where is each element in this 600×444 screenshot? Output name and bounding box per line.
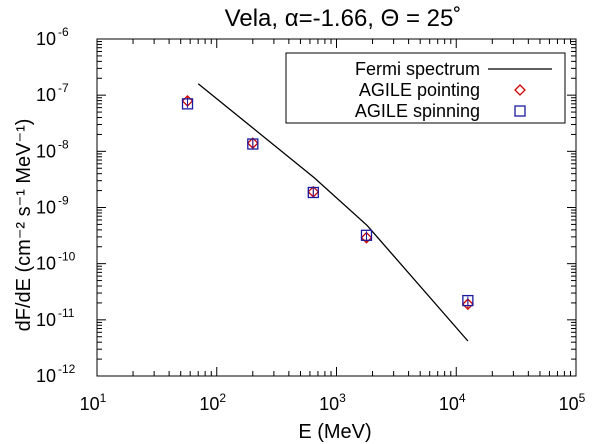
square-data-point xyxy=(181,98,194,110)
legend-square-swatch xyxy=(514,105,526,117)
y-tick-label: 10 xyxy=(36,254,56,274)
data-series xyxy=(181,83,474,342)
square-data-point xyxy=(462,294,474,307)
y-tick-label: 10 xyxy=(36,85,56,105)
x-tick-label: 101 xyxy=(80,391,107,414)
axis-ticks: 101 102 103 104 10510-1210-1110-1010-910-810… xyxy=(36,25,586,414)
legend-diamond-swatch xyxy=(514,84,526,96)
legend-box xyxy=(285,52,566,124)
x-axis-label: E (MeV) xyxy=(298,421,371,443)
series-agile-spinning xyxy=(181,98,474,307)
y-axis-label: dF/dE (cm⁻² s⁻¹ MeV⁻¹) xyxy=(13,119,35,332)
y-tick-label: 10 xyxy=(36,310,56,330)
series-agile-pointing xyxy=(181,94,474,311)
legend-label: AGILE pointing xyxy=(359,80,480,100)
x-tick-label: 105 xyxy=(559,391,586,414)
y-tick-exponent: -8 xyxy=(58,137,69,151)
chart-title: Vela, α=-1.66, Θ = 25˚ xyxy=(225,5,462,32)
diamond-data-point xyxy=(307,185,320,198)
square-data-point xyxy=(307,186,319,199)
x-tick-label: 102 xyxy=(199,391,226,414)
y-tick-label: 10 xyxy=(36,366,56,386)
diamond-data-point xyxy=(461,298,474,311)
x-tick-label: 103 xyxy=(319,391,346,414)
y-tick-exponent: -10 xyxy=(58,250,76,264)
y-tick-exponent: -12 xyxy=(58,362,76,376)
y-tick-label: 10 xyxy=(36,198,56,218)
legend-label: AGILE spinning xyxy=(355,101,480,121)
y-tick-exponent: -9 xyxy=(58,194,69,208)
diamond-data-point xyxy=(360,231,373,244)
y-tick-label: 10 xyxy=(36,141,56,161)
x-tick-label: 104 xyxy=(439,391,466,414)
legend-label: Fermi spectrum xyxy=(355,59,480,79)
y-tick-label: 10 xyxy=(36,29,56,49)
fermi-spectrum-line xyxy=(197,83,469,342)
y-tick-exponent: -11 xyxy=(58,306,75,320)
y-tick-exponent: -7 xyxy=(58,81,69,95)
square-data-point xyxy=(247,138,259,150)
square-data-point xyxy=(360,229,373,241)
y-tick-exponent: -6 xyxy=(58,25,69,39)
series-fermi-spectrum xyxy=(197,83,469,342)
diamond-data-point xyxy=(246,137,259,150)
